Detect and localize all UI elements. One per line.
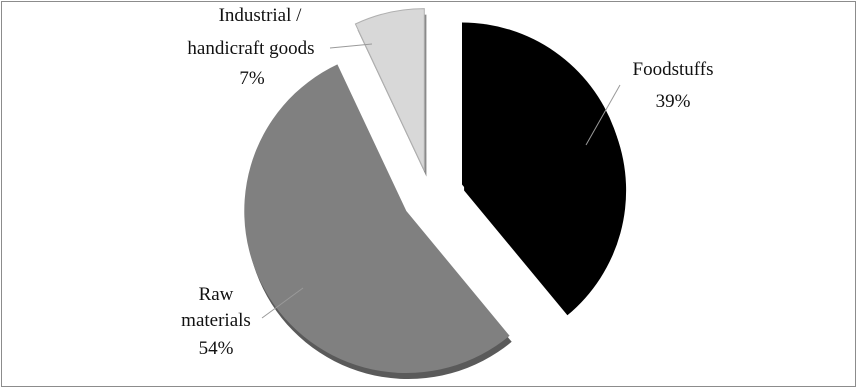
slices-layer (244, 8, 627, 380)
slice-value-raw-materials: 54% (199, 338, 234, 359)
slice-label-foodstuffs: Foodstuffs (633, 59, 714, 80)
slice-value-foodstuffs: 39% (656, 91, 691, 112)
slice-label-industrial-line2: handicraft goods (187, 38, 314, 59)
pie-slice-raw-materials (244, 64, 510, 374)
slice-label-raw-materials-line1: Raw (199, 284, 234, 305)
leader-line-raw-materials (261, 287, 304, 319)
leader-line-industrial (329, 43, 373, 49)
slice-value-industrial: 7% (239, 68, 265, 89)
slice-label-industrial-line1: Industrial / (219, 5, 303, 26)
pie-slice-industrial (354, 8, 425, 171)
slice-label-raw-materials-line2: materials (181, 310, 251, 331)
leader-line-foodstuffs (585, 84, 621, 146)
pie-slice-foodstuffs (461, 22, 625, 310)
